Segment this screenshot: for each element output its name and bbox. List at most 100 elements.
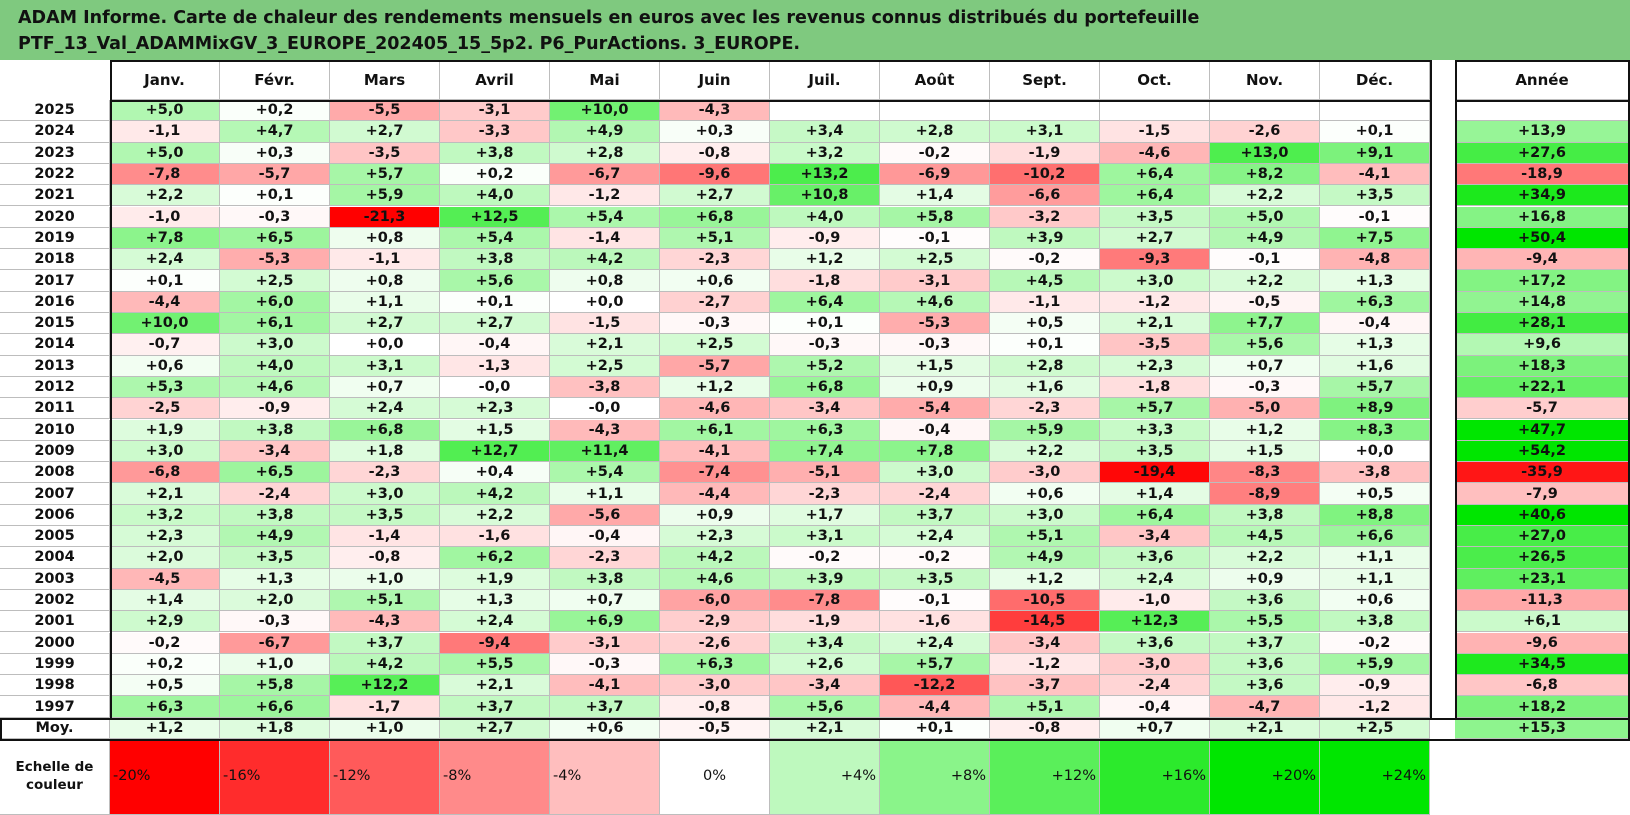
heatmap-cell: -1,2 — [1320, 696, 1430, 718]
heatmap-cell — [1210, 100, 1320, 122]
year-label: 2016 — [0, 291, 110, 313]
annual-cell: -18,9 — [1455, 163, 1630, 186]
heatmap-cell: -0,1 — [880, 589, 990, 612]
heatmap-cell: +6,4 — [770, 291, 880, 313]
heatmap-cell: -8,3 — [1210, 462, 1320, 484]
heatmap-cell: +4,9 — [220, 526, 330, 548]
month-header: Juin — [660, 60, 770, 100]
heatmap-cell: +5,7 — [880, 653, 990, 676]
heatmap-cell: +2,3 — [110, 526, 220, 548]
heatmap-cell: +1,3 — [220, 568, 330, 590]
heatmap-cell: +0,9 — [660, 504, 770, 526]
heatmap-cell: -0,4 — [880, 419, 990, 441]
heatmap-cell: +5,4 — [440, 227, 550, 250]
heatmap-cell: -0,5 — [1210, 291, 1320, 313]
year-label: 2020 — [0, 206, 110, 228]
heatmap-cell: +5,0 — [110, 100, 220, 122]
heatmap-cell: -2,3 — [990, 398, 1100, 420]
year-label: 1999 — [0, 653, 110, 676]
heatmap-cell: -1,5 — [1100, 121, 1210, 143]
annual-cell: +28,1 — [1455, 313, 1630, 335]
heatmap-cell: +5,7 — [1320, 376, 1430, 399]
heatmap-cell: +2,1 — [1100, 313, 1210, 335]
heatmap-cell: +2,7 — [1100, 227, 1210, 250]
heatmap-cell: +12,3 — [1100, 611, 1210, 633]
heatmap-cell: -0,2 — [770, 547, 880, 569]
heatmap-cell: +3,7 — [330, 632, 440, 654]
heatmap-cell: +3,2 — [770, 142, 880, 164]
heatmap-cell: +12,5 — [440, 206, 550, 228]
heatmap-cell: +3,1 — [770, 526, 880, 548]
heatmap-cell: +3,8 — [1320, 611, 1430, 633]
heatmap-cell: -4,4 — [660, 483, 770, 505]
average-cell: +0,7 — [1100, 717, 1210, 739]
average-label: Moy. — [0, 717, 110, 739]
year-total-header: Année — [1455, 60, 1630, 100]
heatmap-cell: +5,1 — [990, 526, 1100, 548]
heatmap-cell: +2,3 — [660, 526, 770, 548]
heatmap-cell: +6,0 — [220, 291, 330, 313]
annual-cell: +18,2 — [1455, 696, 1630, 718]
heatmap-cell: +3,6 — [1210, 589, 1320, 612]
annual-cell: +17,2 — [1455, 270, 1630, 292]
heatmap-cell: +4,9 — [550, 121, 660, 143]
color-scale-step: +12% — [990, 738, 1100, 815]
heatmap-cell: +5,2 — [770, 355, 880, 377]
heatmap-cell: -1,8 — [1100, 376, 1210, 399]
heatmap-cell: -3,4 — [990, 632, 1100, 654]
heatmap-cell: -1,8 — [770, 270, 880, 292]
average-cell: +0,1 — [880, 717, 990, 739]
heatmap-cell: +3,5 — [1100, 440, 1210, 463]
heatmap-cell: +5,9 — [330, 185, 440, 207]
heatmap-cell: -2,9 — [660, 611, 770, 633]
heatmap-cell: +0,1 — [1320, 121, 1430, 143]
heatmap-cell: +3,5 — [880, 568, 990, 590]
heatmap-cell: +0,4 — [440, 462, 550, 484]
heatmap-cell: +0,1 — [440, 291, 550, 313]
heatmap-cell: +2,0 — [110, 547, 220, 569]
year-label: 1997 — [0, 696, 110, 718]
heatmap-cell: -3,4 — [1100, 526, 1210, 548]
heatmap-cell: +5,4 — [550, 462, 660, 484]
year-label: 2022 — [0, 163, 110, 186]
heatmap-cell: +3,4 — [770, 632, 880, 654]
heatmap-cell: +1,9 — [110, 419, 220, 441]
color-scale-step: -4% — [550, 738, 660, 815]
heatmap-cell: +1,0 — [220, 653, 330, 676]
year-label: 2006 — [0, 504, 110, 526]
title-line-1: ADAM Informe. Carte de chaleur des rende… — [18, 8, 1200, 28]
heatmap-cell: -1,2 — [990, 653, 1100, 676]
heatmap-cell: +2,9 — [110, 611, 220, 633]
year-label: 2011 — [0, 398, 110, 420]
heatmap-cell: +3,8 — [440, 142, 550, 164]
heatmap-cell: +2,1 — [440, 675, 550, 697]
heatmap-cell: +1,4 — [110, 589, 220, 612]
month-header: Févr. — [220, 60, 330, 100]
heatmap-cell: -5,5 — [330, 100, 440, 122]
heatmap-cell: -0,2 — [990, 249, 1100, 271]
heatmap-cell: +5,0 — [110, 142, 220, 164]
heatmap-cell: -2,4 — [880, 483, 990, 505]
heatmap-cell: -0,2 — [110, 632, 220, 654]
heatmap-cell: +0,8 — [550, 270, 660, 292]
year-label: 2005 — [0, 526, 110, 548]
heatmap-cell: +3,6 — [1210, 653, 1320, 676]
month-header: Juil. — [770, 60, 880, 100]
heatmap-cell: -1,0 — [1100, 589, 1210, 612]
report-header: ADAM Informe. Carte de chaleur des rende… — [0, 0, 1630, 60]
heatmap-cell: +1,4 — [880, 185, 990, 207]
average-cell: -0,5 — [660, 717, 770, 739]
heatmap-cell: +7,7 — [1210, 313, 1320, 335]
heatmap-cell: -10,5 — [990, 589, 1100, 612]
heatmap-cell: +3,5 — [330, 504, 440, 526]
heatmap-cell: -5,1 — [770, 462, 880, 484]
heatmap-cell: +6,3 — [110, 696, 220, 718]
heatmap-cell: -4,5 — [110, 568, 220, 590]
month-header: Sept. — [990, 60, 1100, 100]
heatmap-cell: +2,8 — [990, 355, 1100, 377]
heatmap-cell: +1,1 — [1320, 547, 1430, 569]
heatmap-cell: -1,1 — [990, 291, 1100, 313]
month-header: Déc. — [1320, 60, 1430, 100]
heatmap-cell: +6,9 — [550, 611, 660, 633]
heatmap-cell: +2,8 — [880, 121, 990, 143]
